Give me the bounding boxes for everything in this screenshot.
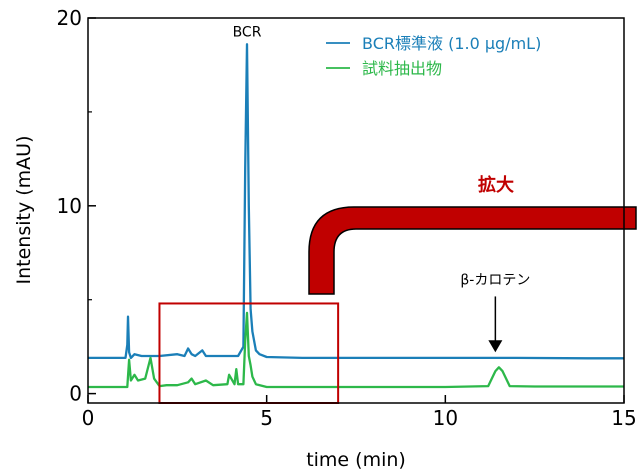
- beta-carotene-arrow-head: [488, 340, 503, 353]
- y-tick-label-0: 0: [69, 382, 82, 406]
- series-line-sample-extract: [88, 311, 624, 389]
- x-tick-label-0: 0: [82, 406, 95, 430]
- annotation-beta-carotene: β-カロテン: [460, 272, 530, 288]
- plot-frame: [87, 17, 625, 404]
- annotation-bcr-peak: BCR: [233, 25, 262, 41]
- x-tick-label-5: 5: [260, 406, 273, 430]
- legend-label-sample-extract: 試料抽出物: [362, 59, 442, 78]
- zoom-label: 拡大: [478, 174, 514, 196]
- series-line-bcr-standard: [88, 43, 624, 360]
- y-axis-title: Intensity (mAU): [13, 136, 35, 285]
- legend: BCR標準液 (1.0 µg/mL) 試料抽出物: [326, 34, 541, 78]
- y-tick-label-20: 20: [57, 6, 82, 30]
- y-tick-label-10: 10: [57, 194, 82, 218]
- x-tick-label-15: 15: [611, 406, 636, 430]
- zoom-callout-connector: [308, 206, 637, 295]
- legend-label-bcr-standard: BCR標準液 (1.0 µg/mL): [362, 34, 541, 53]
- x-tick-label-10: 10: [433, 406, 458, 430]
- x-axis-title: time (min): [306, 449, 406, 471]
